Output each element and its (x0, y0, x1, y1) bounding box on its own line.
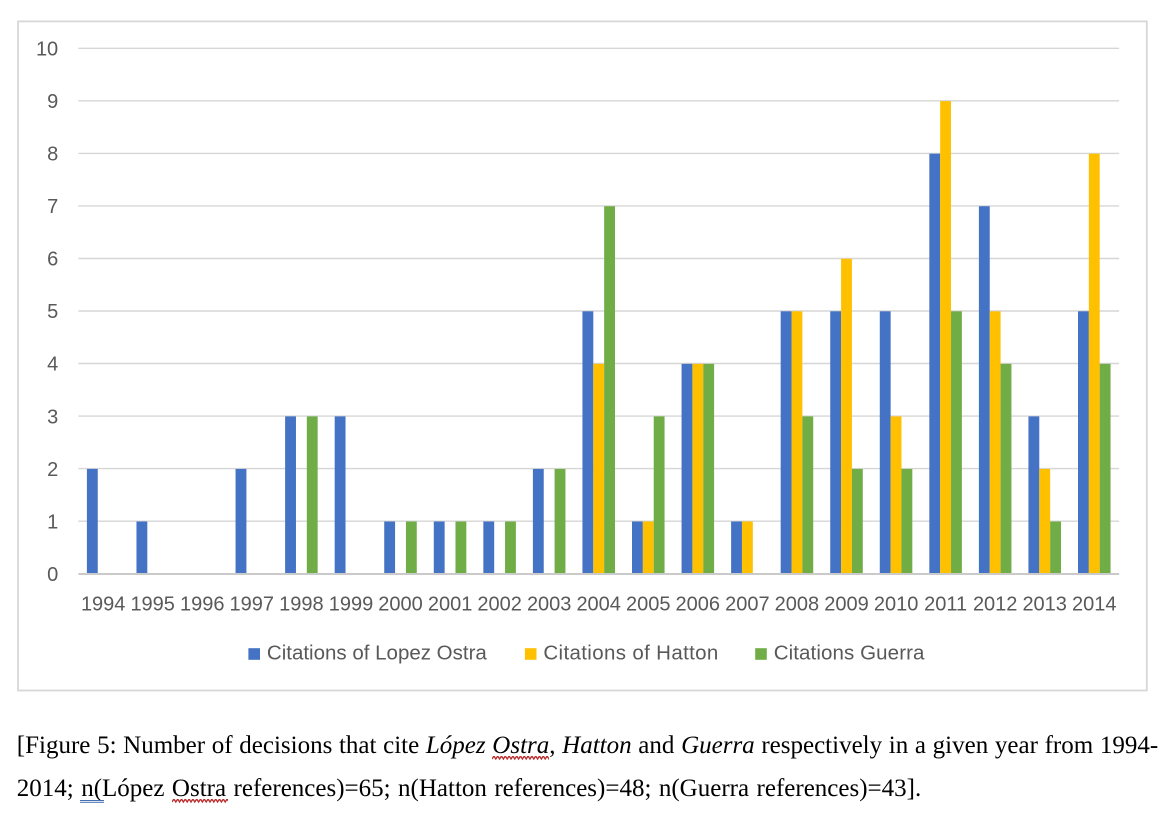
svg-text:2002: 2002 (477, 594, 522, 616)
svg-text:2014: 2014 (1072, 594, 1117, 616)
svg-text:1997: 1997 (230, 594, 275, 616)
svg-text:8: 8 (47, 144, 58, 166)
svg-text:2004: 2004 (576, 594, 621, 616)
svg-text:2: 2 (47, 459, 58, 481)
svg-text:2011: 2011 (924, 594, 967, 616)
svg-text:1995: 1995 (130, 594, 175, 616)
svg-text:1: 1 (47, 511, 58, 533)
svg-text:2006: 2006 (676, 594, 721, 616)
svg-text:1996: 1996 (180, 594, 225, 616)
svg-text:Citations Guerra: Citations Guerra (774, 642, 925, 665)
svg-text:0: 0 (47, 564, 58, 586)
svg-text:7: 7 (47, 196, 58, 218)
svg-text:2009: 2009 (824, 594, 869, 616)
svg-text:2003: 2003 (527, 594, 572, 616)
svg-text:2010: 2010 (874, 594, 919, 616)
svg-text:2005: 2005 (626, 594, 671, 616)
svg-text:2007: 2007 (725, 594, 770, 616)
svg-text:3: 3 (47, 406, 58, 428)
svg-text:Citations of Hatton: Citations of Hatton (543, 642, 718, 665)
svg-text:Citations of Lopez Ostra: Citations of Lopez Ostra (267, 642, 488, 665)
svg-text:10: 10 (36, 39, 58, 61)
svg-text:6: 6 (47, 249, 58, 271)
svg-text:2013: 2013 (1022, 594, 1067, 616)
svg-text:4: 4 (47, 354, 58, 376)
svg-text:9: 9 (47, 91, 58, 113)
svg-text:2008: 2008 (775, 594, 820, 616)
svg-text:2001: 2001 (428, 594, 473, 616)
svg-text:2000: 2000 (378, 594, 423, 616)
svg-text:1994: 1994 (81, 594, 126, 616)
svg-text:1998: 1998 (279, 594, 324, 616)
svg-text:2012: 2012 (973, 594, 1018, 616)
svg-text:1999: 1999 (329, 594, 374, 616)
svg-text:5: 5 (47, 301, 58, 323)
